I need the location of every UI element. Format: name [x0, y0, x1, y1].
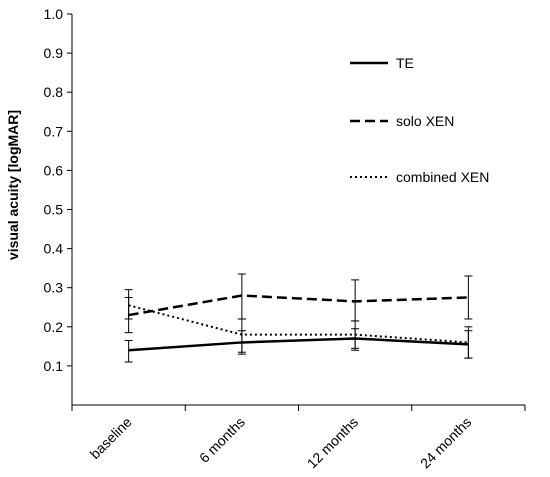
y-tick-label: 0.8 — [44, 84, 64, 100]
legend-label: combined XEN — [396, 169, 489, 185]
y-tick-label: 0.2 — [44, 319, 64, 335]
series-line — [128, 304, 469, 344]
x-tick-label: baseline — [87, 414, 135, 462]
y-axis-title: visual acuity [logMAR] — [5, 110, 21, 260]
x-tick-label: 24 months — [417, 414, 475, 472]
series-layer — [124, 273, 473, 363]
y-tick-label: 0.3 — [44, 280, 64, 296]
x-axis: baseline 6 months 12 months 24 months — [71, 404, 526, 472]
legend-label: TE — [396, 55, 414, 71]
series-combined-xen — [124, 289, 473, 359]
y-tick-label: 0.5 — [44, 202, 64, 218]
y-tick-label: 0.7 — [44, 123, 64, 139]
series-line — [128, 337, 469, 352]
series-te — [124, 328, 473, 363]
x-tick-label: 12 months — [304, 414, 362, 472]
y-tick-label: 1.0 — [44, 6, 64, 22]
series-solo-xen — [124, 273, 473, 334]
y-tick-label: 0.9 — [44, 45, 64, 61]
y-axis: 0.1 0.2 0.3 0.4 0.5 0.6 0.7 0.8 0.9 1.0 — [44, 6, 73, 405]
x-tick-label: 6 months — [196, 414, 248, 466]
series-line — [128, 294, 469, 317]
y-tick-label: 0.4 — [44, 241, 64, 257]
legend-label: solo XEN — [396, 113, 454, 129]
y-tick-label: 0.6 — [44, 162, 64, 178]
y-tick-label: 0.1 — [44, 358, 64, 374]
legend: TE solo XEN combined XEN — [350, 55, 489, 185]
